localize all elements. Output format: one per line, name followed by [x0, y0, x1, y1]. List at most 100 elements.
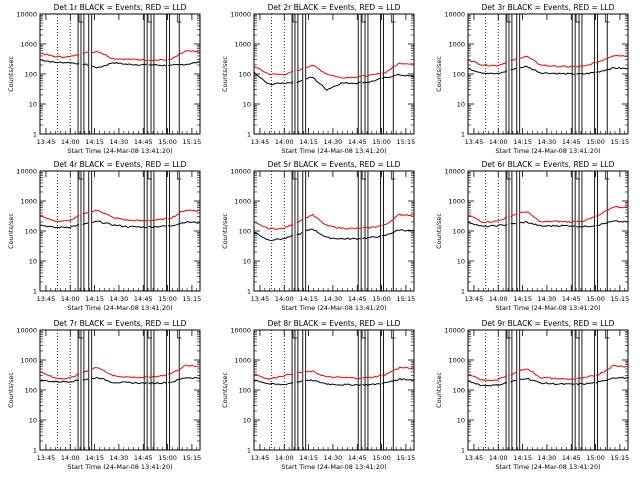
events-series-line [39, 220, 201, 229]
x-tick-label: 15:15 [397, 295, 416, 303]
y-tick-label: 10 [243, 258, 251, 266]
x-tick-label: 14:15 [299, 295, 318, 303]
y-tick-label: 100 [453, 387, 465, 395]
flag-mark [575, 171, 581, 180]
y-tick-label: 1 [33, 131, 37, 139]
lld-series-line [467, 364, 629, 382]
x-tick-label: 15:15 [397, 454, 416, 462]
x-tick-label: 15:00 [158, 138, 177, 146]
x-tick-label: 14:30 [538, 454, 557, 462]
panel-title: Det 9r BLACK = Events, RED = LLD [482, 319, 615, 328]
y-tick-label: 100 [25, 228, 37, 236]
flag-mark [78, 14, 84, 23]
flag-mark [506, 14, 512, 23]
flag-mark [506, 330, 512, 339]
y-tick-label: 10000 [444, 168, 465, 176]
x-tick-label: 14:15 [513, 295, 532, 303]
x-tick-label: 14:15 [85, 295, 104, 303]
y-tick-label: 10 [29, 258, 37, 266]
x-tick-label: 14:15 [85, 454, 104, 462]
x-tick-label: 13:45 [465, 138, 484, 146]
lld-series-line [253, 213, 415, 230]
x-tick-label: 14:45 [348, 138, 367, 146]
x-tick-label: 14:45 [134, 295, 153, 303]
y-tick-label: 1000 [234, 357, 251, 365]
y-tick-label: 1000 [448, 41, 465, 49]
x-tick-label: 13:45 [465, 295, 484, 303]
flag-mark [390, 171, 396, 180]
events-series-line [253, 228, 415, 242]
flag-mark [147, 330, 153, 339]
y-axis-label: Counts/sec [221, 372, 229, 408]
y-tick-label: 100 [453, 71, 465, 79]
panel-4: Det 4r BLACK = Events, RED = LLD 1 10 100 10… [7, 160, 201, 312]
y-axis-label: Counts/sec [221, 56, 229, 92]
lld-series-line [467, 54, 629, 68]
y-tick-label: 10000 [16, 327, 37, 335]
x-tick-label: 14:30 [324, 138, 343, 146]
events-series-line [253, 377, 415, 386]
panel-6: Det 6r BLACK = Events, RED = LLD 1 10 100 10… [435, 160, 629, 312]
y-tick-label: 1000 [20, 198, 37, 206]
panel-9: Det 9r BLACK = Events, RED = LLD 1 10 100 10… [435, 319, 629, 471]
x-axis-label: Start Time (24-Mar-08 13:41:20) [495, 304, 600, 312]
y-tick-label: 100 [239, 387, 251, 395]
plot-frame [39, 13, 201, 135]
y-tick-label: 1000 [234, 41, 251, 49]
flag-mark [176, 14, 182, 23]
lld-series-line [39, 364, 201, 380]
x-tick-label: 14:00 [275, 138, 294, 146]
y-tick-label: 100 [453, 228, 465, 236]
x-tick-label: 15:15 [611, 138, 630, 146]
panel-title: Det 7r BLACK = Events, RED = LLD [54, 319, 187, 328]
x-tick-label: 13:45 [37, 138, 56, 146]
x-tick-label: 14:30 [538, 138, 557, 146]
x-axis-label: Start Time (24-Mar-08 13:41:20) [67, 304, 172, 312]
y-tick-label: 100 [25, 71, 37, 79]
y-tick-label: 10 [457, 417, 465, 425]
x-tick-label: 13:45 [251, 138, 270, 146]
panel-title: Det 5r BLACK = Events, RED = LLD [268, 160, 401, 169]
lld-series-line [253, 366, 415, 380]
lld-series-line [39, 209, 201, 223]
flag-mark [390, 14, 396, 23]
x-tick-label: 13:45 [465, 454, 484, 462]
x-tick-label: 13:45 [251, 454, 270, 462]
lld-series-line [39, 50, 201, 62]
flag-mark [292, 14, 298, 23]
y-tick-label: 10 [243, 101, 251, 109]
y-tick-label: 100 [239, 71, 251, 79]
y-axis-label: Counts/sec [7, 213, 15, 249]
x-tick-label: 14:00 [61, 295, 80, 303]
x-tick-label: 15:15 [183, 454, 202, 462]
flag-mark [604, 171, 610, 180]
y-tick-label: 10000 [230, 327, 251, 335]
lld-series-line [467, 205, 629, 224]
plot-frame [253, 329, 415, 451]
y-tick-label: 10000 [16, 11, 37, 19]
events-series-line [467, 65, 629, 75]
x-tick-label: 14:15 [299, 138, 318, 146]
y-tick-label: 100 [239, 228, 251, 236]
flag-mark [292, 171, 298, 180]
plot-frame [39, 170, 201, 292]
y-tick-label: 1 [247, 288, 251, 296]
flag-mark [78, 171, 84, 180]
y-tick-label: 10 [29, 101, 37, 109]
flag-mark [361, 14, 367, 23]
plot-frame [467, 329, 629, 451]
flag-mark [506, 171, 512, 180]
x-tick-label: 15:00 [158, 295, 177, 303]
y-tick-label: 10 [29, 417, 37, 425]
x-tick-label: 15:15 [183, 138, 202, 146]
flag-mark [292, 330, 298, 339]
events-series-line [467, 376, 629, 387]
panel-title: Det 1r BLACK = Events, RED = LLD [54, 3, 187, 12]
plot-frame [39, 329, 201, 451]
panel-5: Det 5r BLACK = Events, RED = LLD 1 10 100 10… [221, 160, 415, 312]
x-tick-label: 15:15 [397, 138, 416, 146]
flag-mark [361, 171, 367, 180]
x-axis-label: Start Time (24-Mar-08 13:41:20) [495, 463, 600, 471]
x-tick-label: 14:45 [562, 138, 581, 146]
x-tick-label: 15:00 [586, 454, 605, 462]
